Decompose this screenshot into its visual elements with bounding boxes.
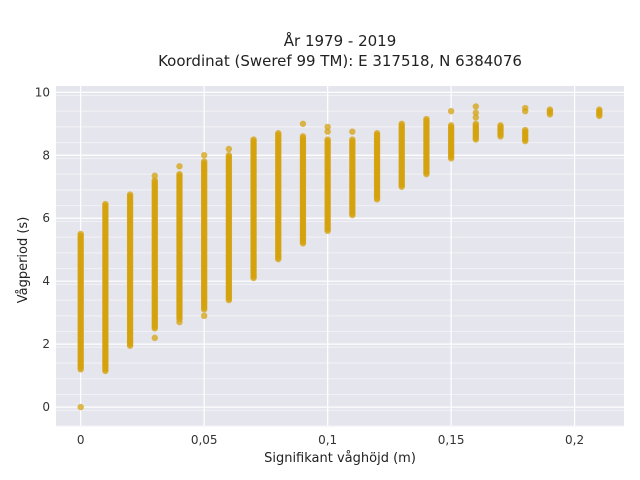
data-column bbox=[472, 103, 480, 143]
data-point bbox=[398, 120, 405, 127]
data-point bbox=[275, 130, 282, 137]
data-column bbox=[299, 120, 307, 247]
chart-title: År 1979 - 2019 Koordinat (Sweref 99 TM):… bbox=[158, 31, 522, 70]
data-point bbox=[472, 120, 480, 127]
data-column bbox=[102, 200, 109, 375]
data-column bbox=[596, 106, 603, 120]
data-point bbox=[546, 106, 554, 113]
data-column bbox=[349, 128, 356, 219]
data-point bbox=[373, 130, 381, 137]
x-tick-label: 0,1 bbox=[318, 433, 337, 447]
y-tick-label: 8 bbox=[42, 148, 50, 162]
data-point bbox=[176, 163, 183, 170]
data-point bbox=[299, 120, 307, 127]
x-tick-label: 0,15 bbox=[438, 433, 465, 447]
plot-area bbox=[56, 86, 624, 426]
x-axis-label: Signifikant våghöjd (m) bbox=[264, 451, 416, 466]
grid bbox=[56, 86, 624, 427]
data-column bbox=[522, 104, 529, 145]
data-column bbox=[200, 152, 208, 320]
data-point bbox=[151, 334, 158, 342]
data-point bbox=[324, 123, 331, 131]
data-point bbox=[472, 109, 480, 116]
data-column bbox=[225, 145, 233, 304]
data-point bbox=[200, 152, 208, 159]
x-tick-label: 0,05 bbox=[191, 433, 218, 447]
x-tick-label: 0 bbox=[77, 433, 85, 447]
y-tick-label: 2 bbox=[42, 337, 50, 351]
y-tick-label: 4 bbox=[42, 274, 50, 288]
data-point bbox=[77, 403, 84, 411]
data-point bbox=[102, 200, 109, 208]
data-point bbox=[349, 136, 356, 143]
data-point bbox=[472, 114, 480, 121]
data-point bbox=[324, 128, 331, 135]
data-column bbox=[447, 107, 455, 162]
data-column bbox=[398, 120, 405, 190]
data-point bbox=[250, 136, 257, 143]
data-point bbox=[596, 106, 603, 113]
data-column bbox=[176, 163, 183, 326]
y-tick-label: 10 bbox=[35, 85, 50, 99]
data-point bbox=[151, 177, 158, 184]
y-tick-label: 0 bbox=[42, 400, 50, 414]
x-axis-ticks: 0 0,05 0,1 0,15 0,2 bbox=[77, 433, 584, 447]
data-points bbox=[77, 103, 603, 411]
data-point bbox=[126, 191, 134, 198]
data-point bbox=[151, 172, 158, 179]
y-tick-label: 6 bbox=[42, 211, 50, 225]
data-column bbox=[324, 123, 331, 235]
data-column bbox=[151, 172, 158, 342]
data-point bbox=[225, 152, 233, 159]
data-point bbox=[176, 170, 183, 178]
data-point bbox=[200, 158, 208, 165]
data-column bbox=[497, 122, 504, 140]
y-axis-label: Vågperiod (s) bbox=[16, 217, 31, 304]
data-point bbox=[522, 104, 529, 112]
data-point bbox=[349, 128, 356, 135]
data-column bbox=[373, 130, 381, 203]
data-point bbox=[176, 318, 183, 326]
data-point bbox=[447, 107, 455, 115]
chart-title-line-1: År 1979 - 2019 bbox=[284, 31, 397, 50]
data-point bbox=[472, 103, 480, 110]
data-point bbox=[200, 312, 208, 320]
chart-title-line-2: Koordinat (Sweref 99 TM): E 317518, N 63… bbox=[158, 52, 522, 70]
data-column bbox=[546, 106, 554, 118]
data-point bbox=[324, 136, 331, 143]
data-point bbox=[447, 122, 455, 129]
data-point bbox=[497, 122, 504, 129]
data-column bbox=[126, 191, 134, 349]
data-point bbox=[522, 126, 529, 134]
data-column bbox=[77, 230, 84, 411]
data-column bbox=[275, 130, 282, 263]
data-point bbox=[77, 230, 84, 238]
data-point bbox=[299, 133, 307, 140]
data-point bbox=[423, 115, 430, 123]
data-point bbox=[225, 145, 233, 153]
data-column bbox=[250, 136, 257, 282]
x-tick-label: 0,2 bbox=[565, 433, 584, 447]
data-column bbox=[423, 115, 430, 178]
y-axis-ticks: 0 2 4 6 8 10 bbox=[35, 85, 50, 414]
